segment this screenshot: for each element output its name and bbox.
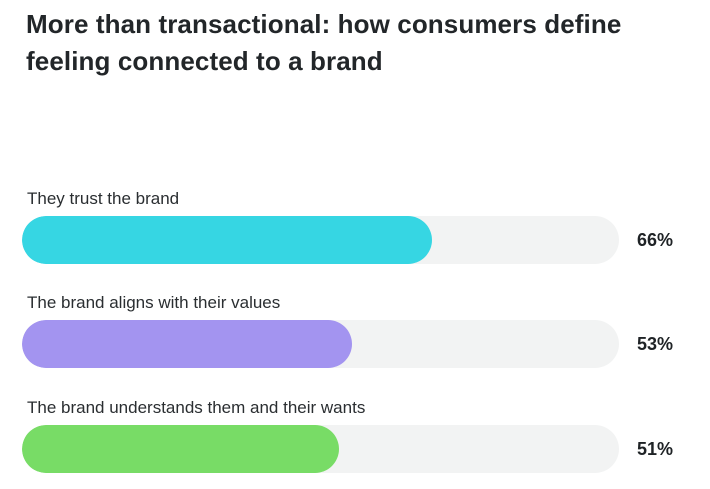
bar-track [22, 320, 619, 368]
chart-title: More than transactional: how consumers d… [26, 9, 622, 76]
bar-row-values: The brand aligns with their values 53% [0, 292, 710, 384]
value-label: 53% [637, 334, 674, 354]
bar-label: They trust the brand [27, 189, 180, 208]
value-label: 51% [637, 439, 674, 459]
bar-fill [22, 425, 339, 473]
bar-row-understands: The brand understands them and their wan… [0, 397, 710, 489]
value-label: 66% [637, 230, 674, 250]
bar-fill [22, 320, 352, 368]
bar-row-trust: They trust the brand 66% [0, 188, 710, 280]
bar-fill [22, 216, 432, 264]
bar-label: The brand understands them and their wan… [27, 398, 366, 417]
bar-track [22, 216, 619, 264]
bar-track [22, 425, 619, 473]
bar-label: The brand aligns with their values [27, 293, 281, 312]
